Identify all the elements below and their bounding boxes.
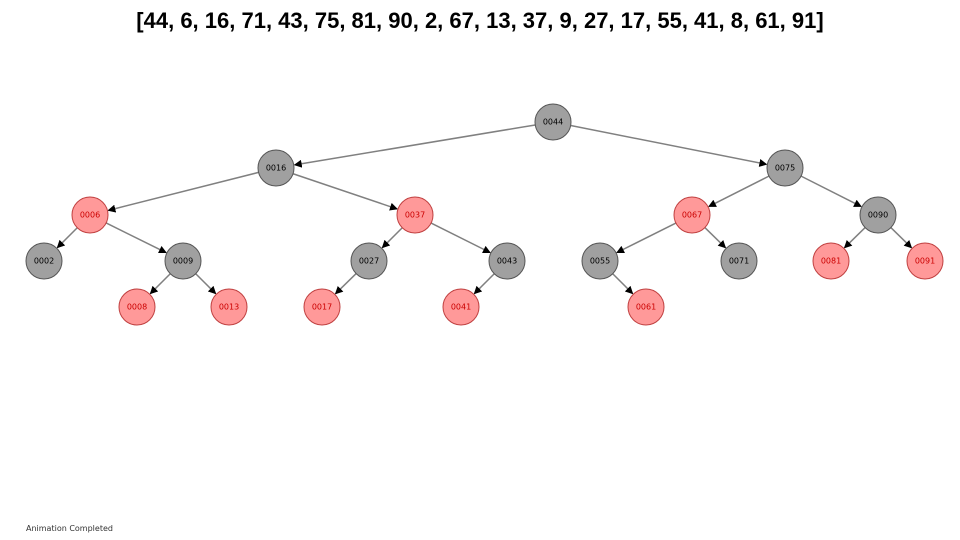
node-circle-9 [164,242,202,280]
tree-node-67: 0067 [673,196,711,234]
array-title: [44, 6, 16, 71, 43, 75, 81, 90, 2, 67, 1… [136,8,824,33]
node-label-61: 0061 [636,303,656,312]
node-circle-81 [812,242,850,280]
node-circle-43 [488,242,526,280]
edge-44-16 [293,124,536,168]
edge-37-43 [430,222,491,254]
tree-node-71: 0071 [720,242,758,280]
node-circle-13 [210,288,248,326]
tree-node-9: 0009 [164,242,202,280]
edge-67-71 [704,227,727,249]
edge-90-81 [843,227,866,249]
node-label-55: 0055 [590,257,610,266]
tree-node-75: 0075 [766,149,804,187]
node-label-8: 0008 [127,303,147,312]
node-label-71: 0071 [729,257,749,266]
tree-node-55: 0055 [581,242,619,280]
node-label-75: 0075 [775,164,795,173]
node-circle-2 [25,242,63,280]
edge-90-91 [890,227,913,249]
node-circle-91 [906,242,944,280]
tree-node-27: 0027 [350,242,388,280]
edge-44-75 [570,124,768,167]
tree-node-41: 0041 [442,288,480,326]
node-circle-71 [720,242,758,280]
tree-node-13: 0013 [210,288,248,326]
node-label-16: 0016 [266,164,286,173]
edge-37-27 [381,227,403,249]
edge-6-2 [56,227,78,249]
tree-node-2: 0002 [25,242,63,280]
node-label-43: 0043 [497,257,517,266]
edge-27-17 [334,273,357,295]
tree-node-6: 0006 [71,196,109,234]
edge-9-13 [195,273,217,295]
node-circle-16 [257,149,295,187]
node-circle-61 [627,288,665,326]
node-circle-37 [396,196,434,234]
node-circle-90 [859,196,897,234]
node-circle-6 [71,196,109,234]
tree-edges [56,124,913,295]
node-label-67: 0067 [682,211,702,220]
tree-node-81: 0081 [812,242,850,280]
tree-node-8: 0008 [118,288,156,326]
status-text: Animation Completed [26,524,113,533]
node-label-2: 0002 [34,257,54,266]
edge-75-90 [800,175,862,208]
tree-node-44: 0044 [534,103,572,141]
tree-node-91: 0091 [906,242,944,280]
tree-node-37: 0037 [396,196,434,234]
node-label-6: 0006 [80,211,100,220]
node-label-27: 0027 [359,257,379,266]
edge-9-8 [149,273,171,295]
node-circle-75 [766,149,804,187]
node-label-9: 0009 [173,257,193,266]
node-label-91: 0091 [915,257,935,266]
node-label-41: 0041 [451,303,471,312]
tree-node-61: 0061 [627,288,665,326]
edge-67-55 [616,222,677,254]
node-circle-8 [118,288,156,326]
node-label-13: 0013 [219,303,239,312]
tree-node-90: 0090 [859,196,897,234]
edge-43-41 [473,273,495,295]
node-label-37: 0037 [405,211,425,220]
node-circle-17 [303,288,341,326]
node-label-17: 0017 [312,303,332,312]
edge-16-6 [107,171,259,213]
node-circle-67 [673,196,711,234]
tree-node-43: 0043 [488,242,526,280]
edge-16-37 [292,173,398,211]
node-label-44: 0044 [543,118,563,127]
edge-6-9 [105,222,167,254]
tree-nodes: 0044 0016 0075 0006 0037 0067 0090 0002 0009 0027… [25,103,944,326]
node-circle-55 [581,242,619,280]
edge-75-67 [708,175,770,208]
node-circle-27 [350,242,388,280]
node-circle-44 [534,103,572,141]
node-label-81: 0081 [821,257,841,266]
edge-55-61 [612,273,634,295]
node-label-90: 0090 [868,211,888,220]
tree-node-16: 0016 [257,149,295,187]
tree-node-17: 0017 [303,288,341,326]
node-circle-41 [442,288,480,326]
